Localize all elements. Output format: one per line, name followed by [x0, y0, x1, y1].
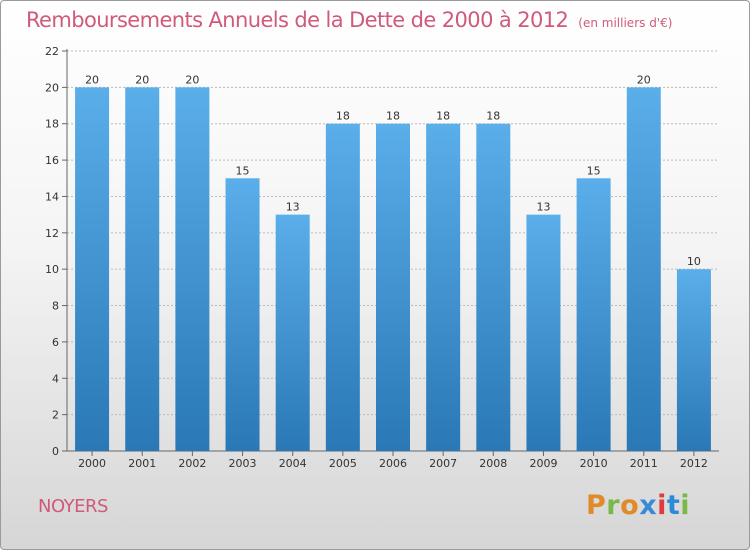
y-tick-label: 16 — [45, 154, 59, 167]
y-tick-label: 22 — [45, 45, 59, 58]
bar — [75, 87, 110, 451]
logo-letter: o — [620, 490, 640, 521]
logo-letter: x — [639, 490, 658, 521]
bar-value-label: 20 — [185, 73, 199, 86]
proxiti-logo: Proxiti — [586, 490, 690, 521]
bar-value-label: 10 — [687, 255, 701, 268]
bar-value-label: 18 — [486, 110, 500, 123]
y-tick-label: 2 — [52, 409, 59, 422]
chart-subtitle: (en milliers d'€) — [578, 16, 673, 30]
bar-value-label: 15 — [236, 164, 250, 177]
city-name: NOYERS — [38, 496, 108, 517]
y-tick-label: 10 — [45, 263, 59, 276]
bar — [476, 123, 511, 452]
y-tick-label: 6 — [52, 336, 59, 349]
x-tick-label: 2006 — [379, 457, 407, 470]
bar — [275, 214, 310, 451]
x-tick-label: 2005 — [329, 457, 357, 470]
bar — [576, 178, 611, 452]
bar-value-label: 20 — [85, 73, 99, 86]
chart-title: Remboursements Annuels de la Dette de 20… — [26, 8, 569, 32]
bar-value-label: 13 — [536, 201, 550, 214]
x-tick-label: 2008 — [479, 457, 507, 470]
x-tick-label: 2007 — [429, 457, 457, 470]
logo-letter: t — [666, 490, 681, 521]
bar — [376, 123, 410, 452]
bar-value-label: 18 — [386, 110, 400, 123]
bar — [676, 269, 711, 451]
logo-letter: P — [586, 490, 607, 521]
logo-letter: i — [680, 490, 691, 521]
bar-value-label: 15 — [587, 164, 601, 177]
logo-letter: i — [657, 490, 667, 521]
x-tick-label: 2002 — [178, 457, 206, 470]
x-tick-label: 2011 — [630, 457, 658, 470]
bar — [325, 123, 360, 452]
logo-letter: r — [606, 490, 621, 521]
chart-title-line: Remboursements Annuels de la Dette de 20… — [26, 8, 672, 32]
bar — [526, 214, 561, 451]
y-tick-label: 4 — [52, 372, 59, 385]
y-tick-label: 20 — [45, 81, 59, 94]
bar-value-label: 13 — [286, 201, 300, 214]
bar-value-label: 18 — [436, 110, 450, 123]
x-tick-label: 2000 — [78, 457, 106, 470]
x-tick-label: 2009 — [529, 457, 557, 470]
y-tick-label: 8 — [52, 300, 59, 313]
bar — [225, 178, 260, 452]
x-tick-label: 2004 — [279, 457, 307, 470]
bar — [175, 87, 210, 451]
bar — [426, 123, 461, 452]
x-tick-label: 2012 — [680, 457, 708, 470]
bars — [75, 87, 711, 452]
y-tick-label: 12 — [45, 227, 59, 240]
x-tick-label: 2003 — [229, 457, 257, 470]
x-tick-label: 2010 — [580, 457, 608, 470]
labels: 0 2 4 6 8 10 12 14 16 18 20 22 20 2000 20 2001 20 2002 15 2… — [45, 45, 708, 470]
bar — [626, 87, 661, 451]
x-tick-label: 2001 — [128, 457, 156, 470]
y-tick-label: 0 — [52, 445, 59, 458]
bar — [125, 87, 160, 451]
y-tick-label: 18 — [45, 118, 59, 131]
bar-value-label: 20 — [135, 73, 149, 86]
bar-value-label: 20 — [637, 73, 651, 86]
y-tick-label: 14 — [45, 190, 59, 203]
bar-value-label: 18 — [336, 110, 350, 123]
